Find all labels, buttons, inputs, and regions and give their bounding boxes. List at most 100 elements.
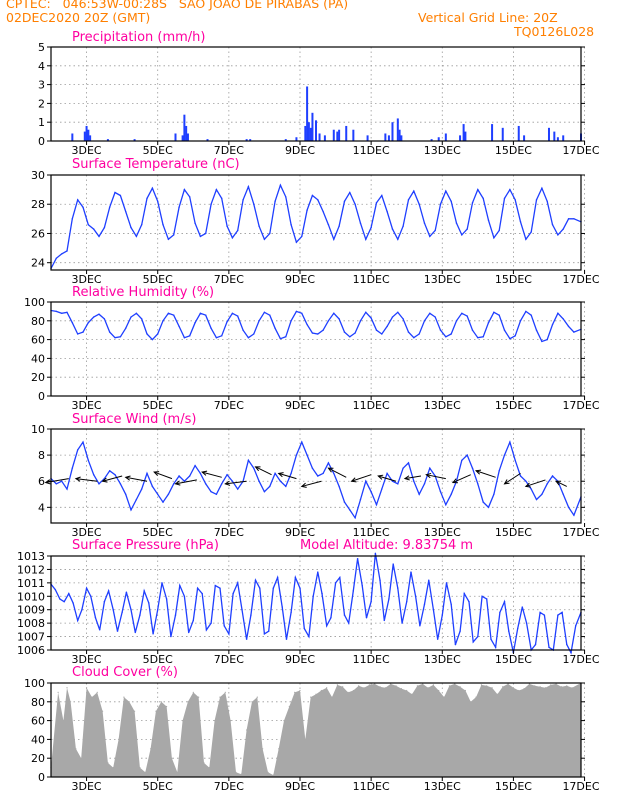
temp-point [210, 203, 212, 205]
temp-point [141, 223, 143, 226]
rh-xtick-label: 17DEC [562, 399, 599, 412]
wind-point [322, 472, 324, 475]
rh-point [402, 318, 404, 320]
cloud-area [51, 683, 581, 777]
temp-point [253, 203, 255, 205]
precip-xtick-label: 5DEC [143, 144, 173, 157]
pressure-point [214, 584, 217, 587]
rh-point [215, 337, 218, 339]
wind-arrow-head [174, 480, 181, 486]
wind-arrow [475, 470, 496, 478]
cloud-point [160, 701, 162, 703]
pressure-point [503, 600, 506, 603]
wind-point [493, 493, 495, 495]
cloud-point [374, 683, 376, 685]
cloud-point [427, 687, 429, 689]
rh-point [274, 327, 276, 330]
rh-point [445, 336, 447, 338]
precip-bar [185, 125, 188, 141]
pressure-point [321, 592, 323, 595]
temp-point [514, 199, 516, 201]
cloud-point [112, 767, 114, 769]
precip-bar [323, 135, 326, 141]
pressure-point [388, 598, 390, 600]
wind-ytick-label: 4 [38, 501, 45, 514]
pressure-point [281, 606, 283, 608]
cloud-point [470, 701, 472, 703]
cloud-point [272, 774, 274, 776]
rh-point [359, 320, 362, 322]
temp-point [354, 203, 356, 205]
wind-point [354, 517, 356, 519]
pressure-point [365, 617, 368, 619]
precip-ytick-label: 4 [38, 60, 45, 73]
pressure-point [148, 602, 150, 604]
precip-bar [85, 125, 88, 141]
precip-bar [206, 139, 209, 141]
cloud-point [544, 687, 547, 689]
rh-point [135, 312, 138, 314]
wind-arrow [525, 479, 546, 487]
pressure-point [574, 625, 577, 627]
pressure-point [401, 622, 403, 624]
temp-xtick-label: 3DEC [72, 273, 102, 286]
wind-point [413, 480, 415, 482]
cloud-point [101, 710, 104, 712]
wind-point [333, 472, 335, 475]
wind-arrow-head [350, 477, 357, 483]
temp-point [114, 191, 116, 194]
temp-series-line [50, 183, 582, 269]
wind-point [471, 467, 474, 469]
precip-xtick-label: 15DEC [495, 144, 532, 157]
wind-arrow-head [555, 480, 562, 486]
pressure-point [232, 592, 234, 595]
pressure-point [223, 625, 225, 627]
cloud-point [117, 738, 120, 741]
cloud-point [85, 687, 88, 689]
pressure-point [374, 552, 377, 555]
temp-frame [50, 174, 582, 271]
precip-ytick-label: 1 [38, 116, 45, 129]
cloud-point [523, 688, 525, 690]
rh-point [450, 333, 452, 335]
temp-point [263, 238, 266, 241]
rh-point [503, 329, 506, 331]
temp-ytick-label: 28 [31, 198, 45, 211]
pressure-point [76, 619, 79, 622]
temp-point [391, 228, 394, 230]
pressure-point [308, 635, 310, 638]
wind-point [258, 480, 260, 482]
rh-ytick-label: 80 [31, 315, 45, 328]
wind-point [221, 483, 223, 485]
pressure-point [179, 584, 181, 587]
pressure-point [139, 614, 141, 616]
wind-xtick-label: 7DEC [214, 526, 244, 539]
wind-arrow-head [403, 475, 410, 481]
wind-arrow [125, 476, 148, 482]
cloud-point [214, 720, 216, 722]
temp-point [439, 203, 442, 205]
cloud-point [368, 684, 370, 686]
cloud-point [310, 696, 312, 698]
temp-point [119, 194, 122, 197]
wind-ytick-label: 8 [38, 449, 45, 462]
precip-bar [338, 129, 341, 141]
rh-point [333, 312, 335, 314]
temp-point [269, 232, 271, 235]
wind-point [135, 498, 138, 501]
cloud-point [133, 710, 136, 712]
rh-point [103, 318, 106, 320]
pressure-point [454, 643, 457, 646]
wind-xtick-label: 13DEC [424, 526, 461, 539]
pressure-point [414, 595, 417, 597]
cloud-point [66, 687, 68, 689]
pressure-point [477, 635, 479, 638]
wind-point [482, 501, 484, 503]
rh-point [557, 312, 559, 314]
wind-point [237, 488, 239, 490]
cloud-point [555, 683, 557, 685]
cloud-xtick-label: 15DEC [495, 780, 532, 793]
temp-point [237, 229, 239, 232]
wind-point [87, 459, 90, 462]
cloud-point [149, 748, 152, 750]
